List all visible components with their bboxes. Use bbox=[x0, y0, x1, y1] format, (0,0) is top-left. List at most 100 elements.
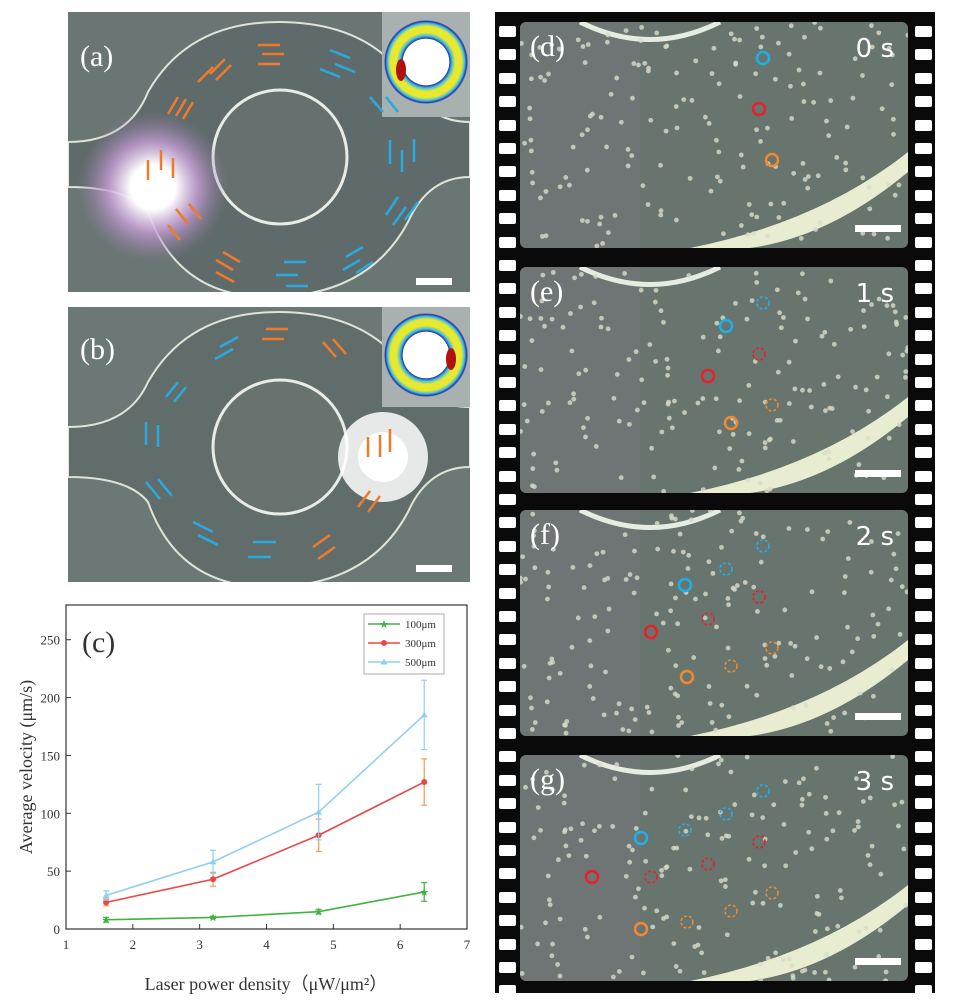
particle bbox=[824, 118, 829, 124]
particle bbox=[579, 218, 585, 223]
sprocket-hole bbox=[499, 751, 516, 763]
particle bbox=[716, 149, 722, 155]
sprocket-hole bbox=[499, 189, 516, 201]
particle bbox=[636, 886, 641, 892]
particle bbox=[801, 99, 807, 104]
particle bbox=[549, 786, 555, 792]
particle bbox=[768, 436, 773, 442]
sprocket-hole bbox=[499, 353, 516, 365]
particle bbox=[546, 584, 552, 590]
sprocket-hole bbox=[499, 470, 516, 482]
particle bbox=[904, 348, 908, 354]
particle bbox=[597, 762, 603, 768]
particle bbox=[723, 833, 729, 839]
particle bbox=[746, 383, 752, 388]
particle bbox=[844, 124, 850, 130]
previous-position-marker bbox=[752, 835, 766, 849]
particle bbox=[707, 701, 713, 706]
particle bbox=[777, 417, 783, 423]
data-point bbox=[420, 711, 428, 718]
particle bbox=[754, 280, 760, 285]
panel-label-g: (g) bbox=[530, 763, 565, 796]
particle bbox=[822, 329, 828, 335]
sprocket-hole bbox=[915, 915, 932, 927]
particle bbox=[557, 670, 563, 676]
particle bbox=[875, 621, 881, 627]
sprocket-hole bbox=[499, 611, 516, 622]
particle bbox=[719, 835, 725, 841]
particle bbox=[729, 528, 735, 534]
previous-position-marker bbox=[765, 886, 779, 900]
particle bbox=[823, 408, 828, 414]
sprocket-hole bbox=[915, 377, 932, 388]
particle-tracking-image bbox=[520, 267, 908, 493]
particle bbox=[539, 233, 545, 239]
sprocket-hole bbox=[499, 26, 516, 37]
particle bbox=[781, 957, 786, 962]
particle bbox=[883, 969, 889, 975]
particle bbox=[776, 215, 782, 220]
particle bbox=[532, 565, 538, 571]
particle bbox=[789, 673, 795, 678]
particle-tracking-image bbox=[520, 22, 908, 248]
sprocket-hole bbox=[915, 236, 932, 248]
previous-position-marker bbox=[724, 904, 738, 918]
particle bbox=[789, 115, 795, 121]
particle bbox=[790, 439, 796, 444]
previous-position-marker bbox=[701, 857, 715, 871]
particle bbox=[871, 231, 877, 237]
particle bbox=[654, 520, 660, 526]
particle bbox=[866, 185, 872, 190]
particle bbox=[563, 843, 569, 849]
particle bbox=[788, 641, 793, 646]
data-point bbox=[209, 913, 218, 922]
particle bbox=[600, 241, 606, 246]
sprocket-hole bbox=[915, 447, 932, 459]
previous-position-marker bbox=[756, 784, 770, 798]
particle bbox=[633, 894, 638, 900]
particle bbox=[701, 970, 707, 976]
particle bbox=[826, 133, 832, 139]
particle bbox=[805, 185, 811, 191]
particle bbox=[566, 853, 572, 858]
particle bbox=[888, 577, 894, 583]
particle bbox=[818, 25, 823, 31]
particle bbox=[531, 528, 537, 534]
sprocket-hole bbox=[915, 985, 932, 997]
particle bbox=[825, 529, 831, 535]
particle bbox=[702, 615, 708, 621]
sprocket-hole bbox=[915, 798, 932, 810]
sprocket-hole bbox=[915, 891, 932, 903]
particle bbox=[803, 703, 809, 708]
particle bbox=[700, 487, 706, 492]
particle bbox=[869, 539, 874, 544]
particle bbox=[792, 386, 798, 392]
particle bbox=[563, 722, 568, 728]
particle bbox=[686, 552, 692, 558]
particle bbox=[830, 828, 836, 834]
particle bbox=[800, 161, 806, 166]
particle bbox=[714, 137, 719, 143]
particle bbox=[824, 836, 830, 842]
particle bbox=[709, 720, 715, 725]
particle bbox=[528, 148, 534, 154]
particle bbox=[828, 728, 834, 734]
particle bbox=[760, 534, 766, 540]
particle bbox=[641, 970, 646, 976]
legend-label: 500μm bbox=[405, 657, 436, 669]
particle bbox=[585, 127, 590, 133]
particle bbox=[714, 320, 720, 326]
particle bbox=[537, 45, 543, 50]
particle bbox=[535, 941, 541, 947]
particle bbox=[665, 401, 671, 407]
particle bbox=[892, 309, 898, 315]
data-point bbox=[103, 899, 110, 906]
particle bbox=[782, 607, 788, 613]
particle bbox=[890, 303, 896, 308]
x-tick-label: 5 bbox=[330, 937, 337, 952]
sprocket-hole bbox=[499, 681, 516, 693]
particle bbox=[578, 271, 584, 277]
particle bbox=[719, 702, 725, 708]
particle bbox=[659, 873, 665, 879]
particle bbox=[841, 590, 847, 596]
